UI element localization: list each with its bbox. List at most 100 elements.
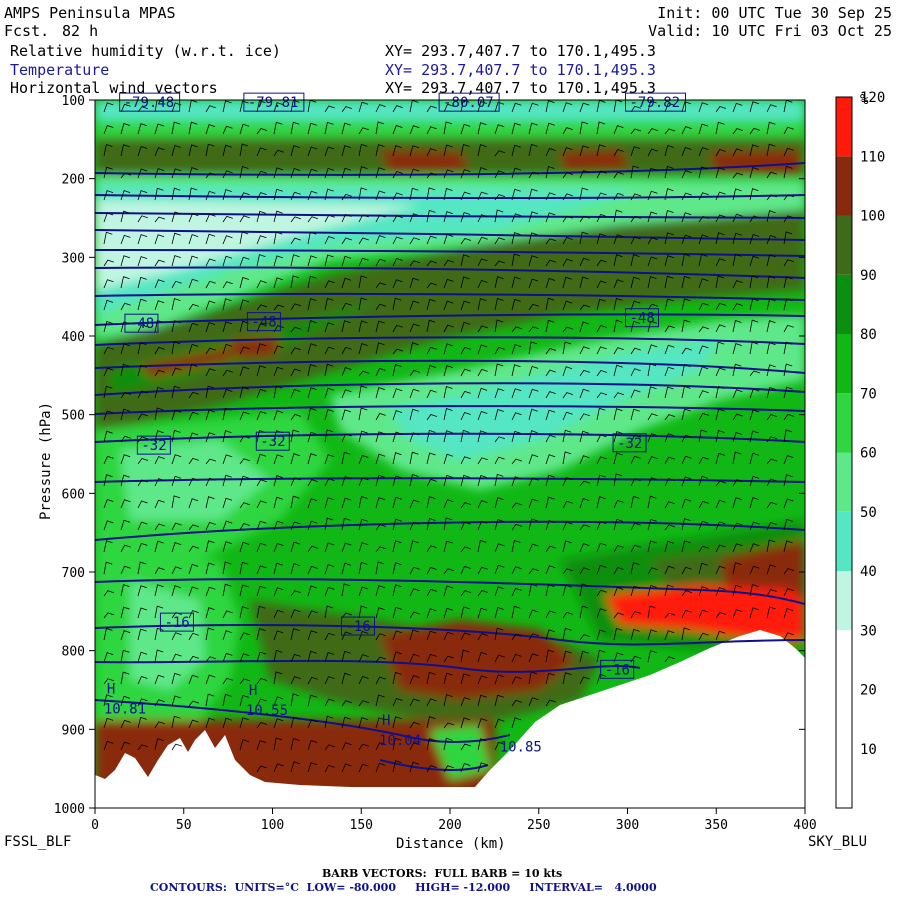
wind-barb [630,146,641,157]
wind-barb [171,632,182,641]
x-axis-title: Distance (km) [396,836,506,852]
wind-barb [545,584,555,597]
wind-barb [290,628,300,641]
wind-barb [613,149,624,157]
wind-barb [154,499,165,509]
wind-barb [409,342,419,355]
x-tick-label: 250 [527,818,550,833]
wind-barb [528,518,538,531]
wind-barb [290,477,301,487]
wind-barb [494,101,505,113]
wind-barb [341,255,352,267]
wind-barb [120,234,131,245]
wind-barb [511,523,523,531]
wind-barb [545,610,556,619]
wind-barb [137,234,148,245]
contour-label: -79.81 [248,95,299,111]
wind-barb [341,517,351,531]
right-endpoint-label: SKY_BLU [808,834,867,850]
wind-barb [783,386,793,399]
wind-barb [562,500,573,509]
contour-label-box [124,313,159,333]
wind-barb [324,632,335,641]
colorbar-bin [836,215,852,275]
wind-barb [715,324,726,333]
wind-barb [392,363,402,377]
wind-barb [256,453,267,465]
wind-barb [477,368,488,377]
wind-barb [120,474,130,487]
wind-barb [545,297,555,311]
wind-barb [120,302,131,311]
wind-barb [239,231,249,245]
wind-barb [664,209,674,223]
colorbar-bin [836,571,852,631]
wind-barb [664,478,675,487]
wind-barb [120,172,132,179]
wind-barb [766,458,778,465]
wind-barb [188,477,199,487]
wind-barb [596,214,607,223]
wind-barb [375,656,387,663]
wind-barb [511,276,521,289]
wind-barb [783,231,793,245]
wind-barb [528,671,538,685]
wind-barb [460,276,470,289]
wind-barb [528,388,539,399]
wind-barb [341,631,352,641]
wind-barb [766,194,778,201]
x-tick-label: 200 [438,818,461,833]
wind-barb [579,524,591,531]
wind-barb [477,457,488,465]
wind-barb [171,280,182,289]
contour-label: -32 [260,434,285,450]
wind-barb [307,255,318,267]
wind-barb [528,697,539,707]
wind-barb [358,430,368,443]
wind-barb [664,565,675,575]
colorbar-label: 80 [860,327,877,343]
wind-barb [613,254,623,267]
wind-barb [154,279,165,289]
wind-barb [341,193,352,201]
wind-barb [137,364,147,377]
wind-barb [596,370,608,377]
wind-barb [596,474,606,487]
wind-barb [494,518,504,531]
wind-barb [273,210,283,223]
wind-barb [341,497,352,509]
wind-barb [783,429,793,443]
wind-barb [494,741,505,751]
wind-barb [681,319,691,333]
wind-barb [511,653,522,663]
wind-barb [630,585,641,597]
contour-line [95,578,805,605]
wind-barb [664,298,674,311]
wind-barb [562,102,573,113]
wind-barb [273,231,283,245]
x-tick-label: 350 [705,818,728,833]
wind-barb [766,171,777,179]
wind-barb [256,678,268,685]
wind-barb [749,409,760,421]
wind-barb [324,105,335,113]
contour-line [95,359,805,374]
wind-barb [732,413,743,421]
wind-barb [205,409,216,421]
wind-barb [341,763,352,773]
wind-barb [205,105,216,113]
wind-barb [256,722,268,729]
wind-barb [273,520,284,531]
wind-barb [188,700,200,707]
wind-barb [647,456,658,465]
wind-barb [783,632,794,641]
wind-barb [103,740,114,751]
wind-barb [273,277,284,289]
high-value: 10.85 [500,739,542,755]
wind-barb [103,455,114,465]
wind-barb [443,324,454,333]
wind-barb [256,565,267,575]
field-temp-name: Temperature [10,61,110,79]
wind-barb [392,348,404,355]
wind-barb [528,365,539,377]
